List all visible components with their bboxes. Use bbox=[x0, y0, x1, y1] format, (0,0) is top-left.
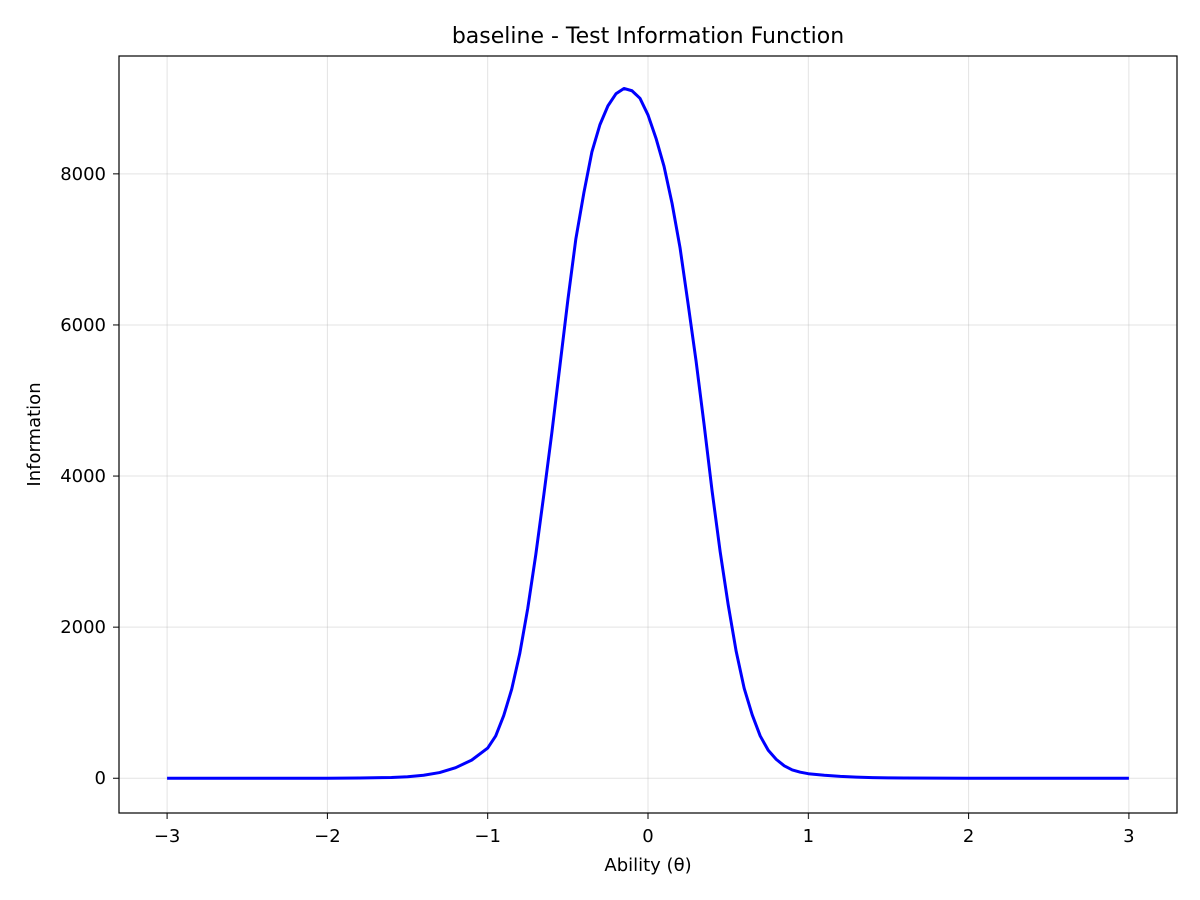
x-tick-label: −1 bbox=[474, 826, 501, 847]
y-tick-label: 0 bbox=[95, 768, 106, 789]
series-line bbox=[167, 86, 1129, 780]
x-tick-label: 1 bbox=[803, 826, 814, 847]
x-tick-label: −2 bbox=[314, 826, 341, 847]
x-tick-label: 2 bbox=[963, 826, 974, 847]
grid-lines bbox=[119, 56, 1177, 813]
y-axis-ticks: 0 2000 4000 6000 8000 bbox=[60, 164, 119, 789]
y-tick-label: 6000 bbox=[60, 315, 106, 336]
y-tick-label: 4000 bbox=[60, 466, 106, 487]
y-axis-title: Information bbox=[24, 382, 45, 486]
x-axis-ticks: −3 −2 −1 0 1 2 3 bbox=[154, 813, 1135, 847]
y-tick-label: 8000 bbox=[60, 164, 106, 185]
series-layer bbox=[167, 86, 1129, 780]
x-tick-label: 0 bbox=[642, 826, 653, 847]
x-axis-title: Ability (θ) bbox=[604, 855, 691, 876]
y-tick-label: 2000 bbox=[60, 617, 106, 638]
x-tick-label: −3 bbox=[154, 826, 181, 847]
chart-title: baseline - Test Information Function bbox=[452, 24, 844, 49]
x-tick-label: 3 bbox=[1123, 826, 1134, 847]
